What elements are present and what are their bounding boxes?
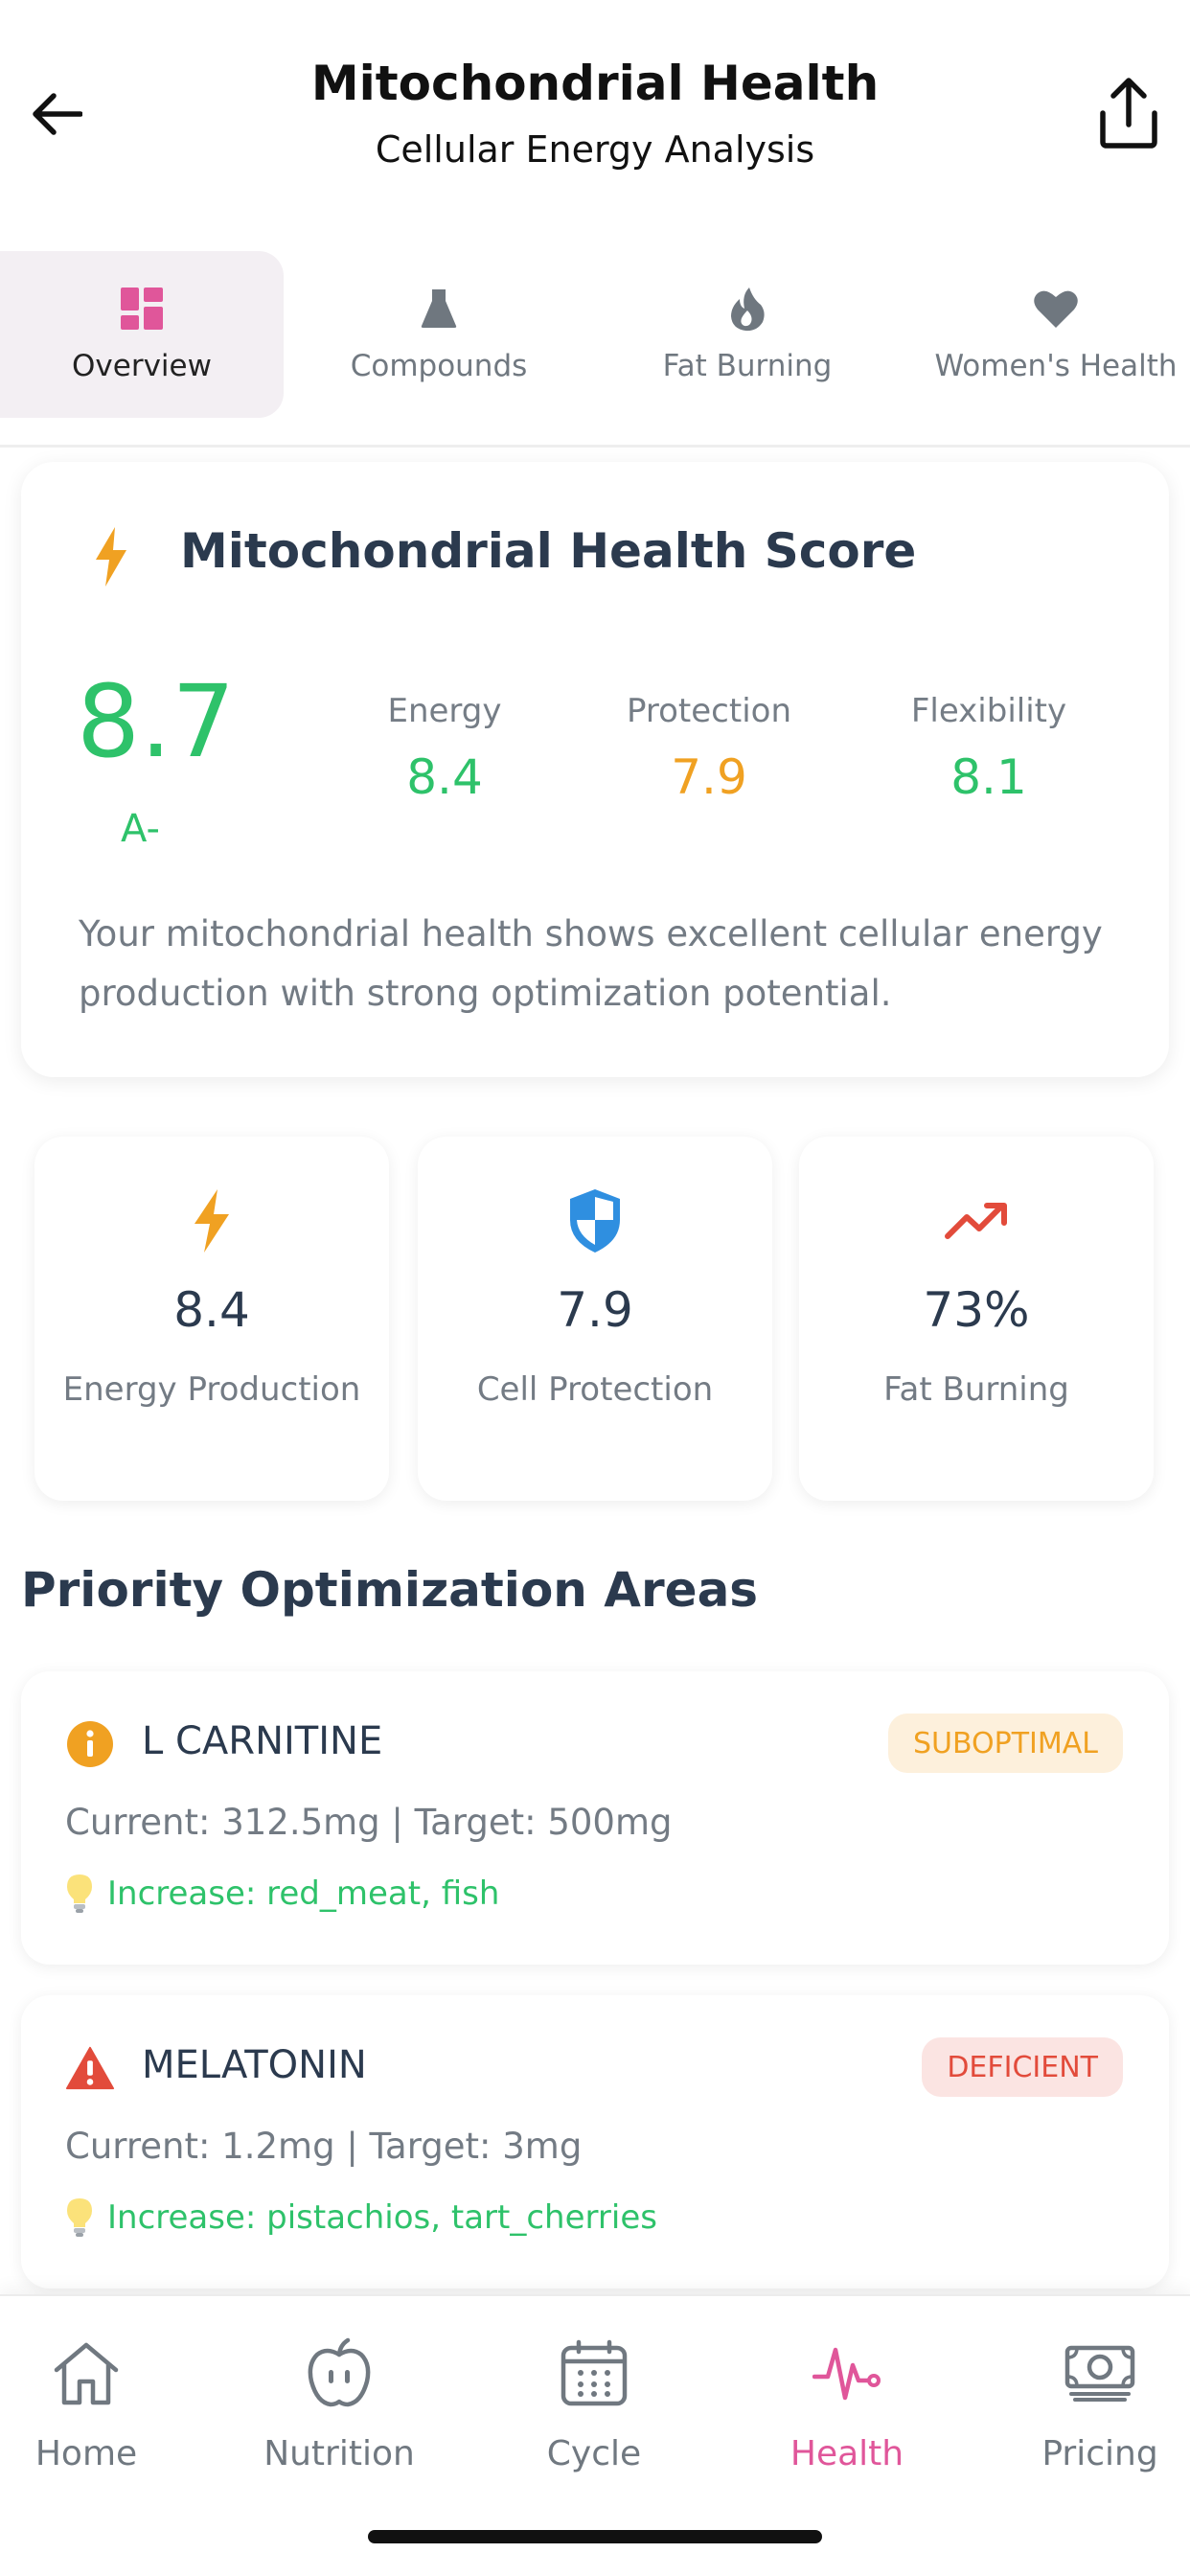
bottom-nav: Home Nutrition Cyc [0, 2294, 1190, 2576]
shield-icon [418, 1183, 772, 1259]
nav-cycle[interactable]: Cycle [498, 2334, 690, 2473]
info-icon [65, 1719, 115, 1769]
stat-label: Cell Protection [476, 1370, 714, 1409]
recommendation-text: Increase: red_meat, fish [107, 1874, 500, 1913]
metric-value: 8.4 [406, 749, 483, 805]
tab-overview[interactable]: Overview [0, 251, 284, 418]
page-title: Mitochondrial Health [310, 56, 880, 111]
back-button[interactable] [25, 82, 88, 146]
nav-nutrition[interactable]: Nutrition [243, 2334, 435, 2473]
flask-icon [416, 286, 462, 332]
home-indicator[interactable] [368, 2530, 822, 2543]
home-icon [48, 2334, 125, 2411]
share-button[interactable] [1090, 73, 1167, 153]
recommendation: Increase: pistachios, tart_cherries [65, 2196, 657, 2239]
stat-label: Fat Burning [883, 1370, 1069, 1409]
metric-protection: Protection 7.9 [604, 692, 814, 805]
warning-icon [65, 2043, 115, 2093]
priority-item-l-carnitine[interactable]: L CARNITINE SUBOPTIMAL Current: 312.5mg … [21, 1671, 1169, 1965]
arrow-left-icon [33, 93, 82, 135]
tab-fat-burning[interactable]: Fat Burning [621, 251, 874, 418]
status-badge: SUBOPTIMAL [887, 1714, 1123, 1773]
header: Mitochondrial Health Cellular Energy Ana… [0, 0, 1190, 240]
tab-womens-health[interactable]: Women's Health [929, 251, 1182, 418]
metric-flexibility: Flexibility 8.1 [883, 692, 1094, 805]
metric-label: Flexibility [910, 692, 1067, 730]
nutrient-name: L CARNITINE [142, 1719, 383, 1763]
nav-health[interactable]: Health [751, 2334, 943, 2473]
lightbulb-icon [67, 1874, 92, 1913]
heart-icon [1033, 286, 1079, 332]
score-title: Mitochondrial Health Score [180, 523, 917, 579]
stat-energy-production[interactable]: 8.4 Energy Production [34, 1137, 389, 1501]
pulse-icon [809, 2334, 885, 2411]
stat-cell-protection[interactable]: 7.9 Cell Protection [418, 1137, 772, 1501]
nutrient-name: MELATONIN [142, 2043, 367, 2087]
section-title: Priority Optimization Areas [21, 1562, 759, 1618]
stat-value: 73% [923, 1282, 1030, 1338]
current-target: Current: 312.5mg | Target: 500mg [65, 1802, 673, 1843]
nav-label: Pricing [1041, 2434, 1158, 2473]
metric-value: 8.1 [950, 749, 1027, 805]
lightbulb-icon [67, 2198, 92, 2237]
tabs-divider [0, 445, 1190, 448]
share-icon [1100, 78, 1157, 149]
score-description: Your mitochondrial health shows excellen… [79, 913, 1103, 1014]
tab-label: Compounds [350, 349, 528, 383]
bolt-icon [34, 1183, 389, 1259]
stat-fat-burning[interactable]: 73% Fat Burning [799, 1137, 1154, 1501]
nav-label: Nutrition [263, 2434, 415, 2473]
metric-label: Protection [626, 692, 791, 730]
status-badge: DEFICIENT [922, 2037, 1123, 2097]
nav-label: Health [790, 2434, 904, 2473]
flame-icon [724, 286, 770, 332]
stat-value: 7.9 [557, 1282, 633, 1338]
tab-label: Fat Burning [662, 349, 833, 383]
recommendation: Increase: red_meat, fish [65, 1873, 499, 1915]
apple-icon [301, 2334, 378, 2411]
metric-label: Energy [387, 692, 502, 730]
overall-score: 8.7 [77, 663, 236, 780]
trending-up-icon [799, 1183, 1154, 1259]
bolt-icon [94, 527, 128, 586]
recommendation-text: Increase: pistachios, tart_cherries [107, 2198, 657, 2237]
stat-value: 8.4 [173, 1282, 250, 1338]
nav-label: Home [34, 2434, 138, 2473]
nav-pricing[interactable]: Pricing [1004, 2334, 1190, 2473]
health-score-card: Mitochondrial Health Score 8.7 A- Energy… [21, 462, 1169, 1077]
calendar-icon [556, 2334, 632, 2411]
grid-icon [119, 286, 165, 332]
nav-home[interactable]: Home [0, 2334, 182, 2473]
money-icon [1062, 2334, 1138, 2411]
tab-bar: Overview Compounds Fat Burning Women's H… [0, 251, 1190, 424]
stat-label: Energy Production [62, 1370, 361, 1409]
nav-label: Cycle [546, 2434, 642, 2473]
tab-label: Overview [72, 349, 212, 383]
priority-item-melatonin[interactable]: MELATONIN DEFICIENT Current: 1.2mg | Tar… [21, 1995, 1169, 2288]
page-subtitle: Cellular Energy Analysis [375, 128, 815, 171]
metric-value: 7.9 [671, 749, 747, 805]
current-target: Current: 1.2mg | Target: 3mg [65, 2126, 583, 2167]
metric-energy: Energy 8.4 [339, 692, 550, 805]
tab-label: Women's Health [934, 349, 1178, 383]
tab-compounds[interactable]: Compounds [312, 251, 565, 418]
score-grade: A- [121, 807, 160, 851]
